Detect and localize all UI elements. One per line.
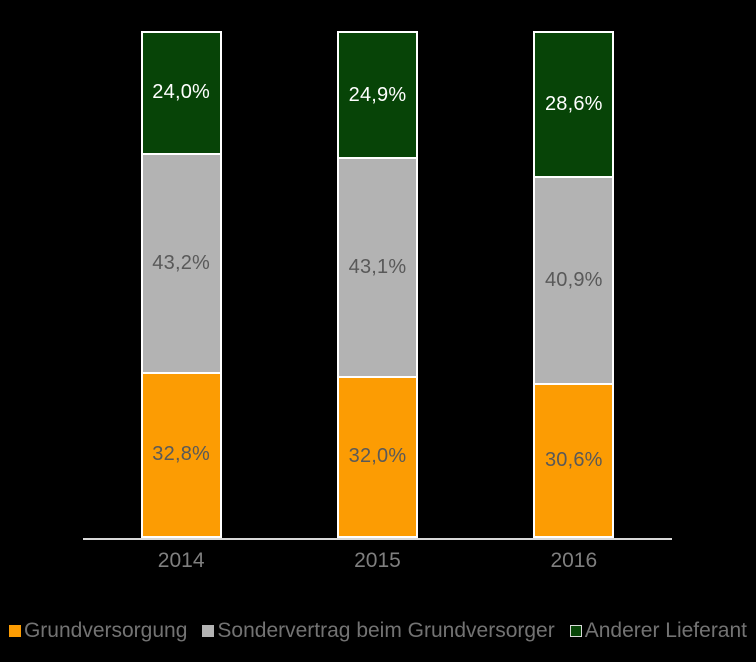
bar-2016: 28,6% 40,9% 30,6%	[533, 31, 615, 538]
bar-2015-segment-grundversorgung: 32,0%	[336, 375, 418, 538]
legend-swatch-sondervertrag	[202, 625, 215, 637]
legend-swatch-anderer-lieferant	[569, 625, 582, 637]
bar-2016-segment-anderer-lieferant: 28,6%	[533, 31, 615, 176]
bar-2016-segment-sondervertrag-beim-grundversorger: 40,9%	[533, 175, 615, 383]
value-label-2015-sondervertrag-beim-grundversorger: 43,1%	[348, 255, 407, 278]
bar-slot-2016: 28,6% 40,9% 30,6%	[476, 31, 672, 538]
x-axis-line	[83, 538, 672, 540]
value-label-2014-anderer-lieferant: 24,0%	[152, 81, 211, 104]
bar-2015-segment-sondervertrag-beim-grundversorger: 43,1%	[336, 157, 418, 376]
legend-label-anderer-lieferant: Anderer Lieferant	[584, 619, 748, 642]
bar-slot-2014: 24,0% 43,2% 32,8%	[83, 31, 279, 538]
bar-2014-segment-grundversorgung: 32,8%	[140, 371, 222, 538]
legend-item-sondervertrag: Sondervertrag beim Grundversorger	[202, 619, 555, 643]
bar-2015: 24,9% 43,1% 32,0%	[336, 31, 418, 538]
legend-label-sondervertrag: Sondervertrag beim Grundversorger	[217, 619, 555, 642]
bar-2016-segment-grundversorgung: 30,6%	[533, 382, 615, 538]
value-label-2015-grundversorgung: 32,0%	[348, 445, 407, 468]
bar-2015-segment-anderer-lieferant: 24,9%	[336, 31, 418, 158]
bar-2014-segment-anderer-lieferant: 24,0%	[140, 31, 222, 153]
bar-2014-segment-sondervertrag-beim-grundversorger: 43,2%	[140, 152, 222, 372]
bars-container: 24,0% 43,2% 32,8% 24,9% 43,1% 32,0% 28,6% 40,9%…	[83, 31, 672, 538]
x-tick-2014: 2014	[157, 549, 205, 572]
value-label-2015-anderer-lieferant: 24,9%	[348, 83, 407, 106]
value-label-2014-grundversorgung: 32,8%	[152, 443, 211, 466]
x-tick-2015: 2015	[354, 549, 401, 572]
plot-area: 24,0% 43,2% 32,8% 24,9% 43,1% 32,0% 28,6% 40,9%…	[83, 31, 672, 540]
legend-item-anderer-lieferant: Anderer Lieferant	[569, 619, 748, 643]
legend-swatch-grundversorgung	[8, 625, 21, 637]
x-axis-tick-labels: 2014 2015 2016	[83, 549, 672, 573]
bar-slot-2015: 24,9% 43,1% 32,0%	[279, 31, 475, 538]
legend-label-grundversorgung: Grundversorgung	[23, 619, 188, 642]
legend-item-grundversorgung: Grundversorgung	[8, 619, 188, 643]
bar-2014: 24,0% 43,2% 32,8%	[140, 31, 222, 538]
value-label-2016-grundversorgung: 30,6%	[544, 448, 603, 471]
legend: Grundversorgung Sondervertrag beim Grund…	[0, 619, 756, 643]
value-label-2016-anderer-lieferant: 28,6%	[544, 92, 603, 115]
value-label-2016-sondervertrag-beim-grundversorger: 40,9%	[544, 268, 603, 291]
value-label-2014-sondervertrag-beim-grundversorger: 43,2%	[152, 251, 211, 274]
x-tick-2016: 2016	[550, 549, 598, 572]
